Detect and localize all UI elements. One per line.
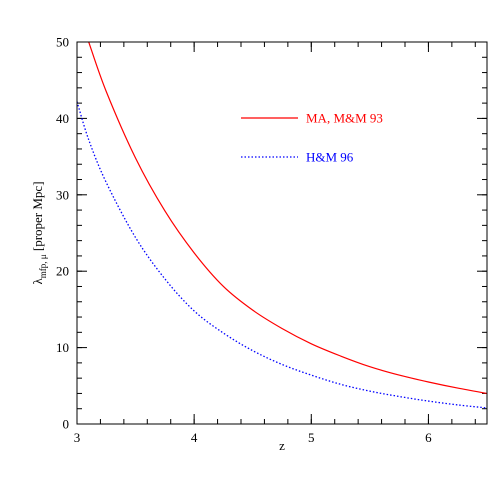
y-axis-title-subscript: mfp, μ: [38, 254, 48, 278]
x-tick-label: 4: [191, 430, 198, 445]
y-tick-label: 40: [56, 111, 69, 126]
legend-label-2: H&M 96: [306, 150, 354, 165]
y-tick-label: 10: [56, 340, 69, 355]
minor-ticks: [76, 41, 487, 425]
y-axis-title-symbol: λ: [30, 278, 45, 285]
y-axis-title-unit: [proper Mpc]: [30, 181, 45, 254]
svg-text:λmfp, μ [proper Mpc]: λmfp, μ [proper Mpc]: [30, 181, 48, 284]
y-axis-title: λmfp, μ [proper Mpc]: [30, 181, 48, 284]
legend: MA, M&M 93 H&M 96: [241, 111, 383, 165]
y-tick-label: 0: [63, 417, 70, 432]
x-tick-label: 3: [74, 430, 81, 445]
x-tick-label: 5: [308, 430, 315, 445]
y-tick-label: 30: [56, 187, 69, 202]
x-axis-title: z: [279, 438, 285, 453]
series-layer: [77, 42, 487, 409]
series-line-1: [88, 42, 487, 395]
x-tick-label: 6: [425, 430, 432, 445]
y-tick-label: 20: [56, 264, 69, 279]
plot-frame: [76, 41, 488, 425]
tick-labels: 3 4 5 6 0 10 20 30 40 50: [56, 35, 432, 446]
series-line-2: [77, 101, 487, 409]
legend-label-1: MA, M&M 93: [306, 111, 383, 126]
y-tick-label: 50: [56, 35, 69, 50]
major-ticks: [76, 41, 487, 425]
